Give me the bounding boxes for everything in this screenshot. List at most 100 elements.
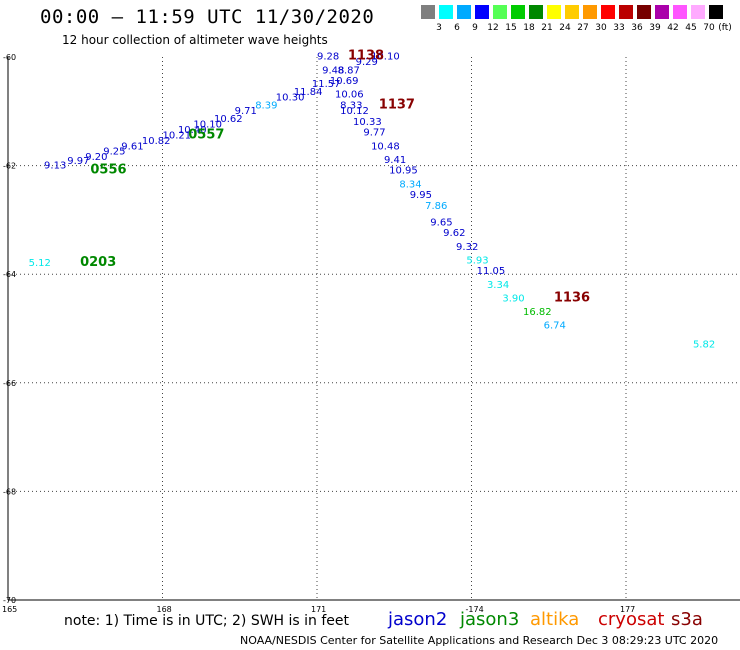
legend-swatch [565,5,579,19]
legend-swatch [655,5,669,19]
legend-swatch [691,5,705,19]
legend-label: 42 [667,23,679,33]
wave-height-value: 5.12 [29,258,51,269]
wave-height-value: 6.74 [544,321,566,332]
wave-height-value: 10.82 [142,136,171,147]
wave-height-value: 3.90 [502,293,524,304]
wave-height-value: 10.62 [214,114,243,125]
satellite-jason3: jason3 [460,609,520,630]
legend-label: 36 [631,23,643,33]
wave-height-value: 7.86 [425,201,447,212]
wave-height-value: 8.34 [399,179,421,190]
wave-height-value: 9.61 [121,141,143,152]
wave-height-value: 8.39 [255,101,277,112]
wave-height-value: 10.10 [193,120,222,131]
footer-note: note: 1) Time is in UTC; 2) SWH is in fe… [64,613,350,629]
wave-height-value: 9.28 [317,52,339,63]
wave-height-value: 10.95 [389,166,418,177]
legend-label: 18 [523,23,535,33]
satellite-jason2: jason2 [388,609,448,630]
legend-label: 24 [559,23,571,33]
legend-swatch [709,5,723,19]
map-title: 00:00 – 11:59 UTC 11/30/2020 [40,6,375,28]
wave-height-value: 16.82 [523,307,552,318]
legend-swatch [457,5,471,19]
lon-tick-label: 165 [2,605,17,614]
lon-tick-label: -174 [466,605,484,614]
lat-tick-label: -64 [3,270,16,279]
pass-time-label: 1138 [348,49,384,64]
wave-height-value: 11.84 [294,87,323,98]
legend-swatch [511,5,525,19]
legend-unit: (ft) [718,23,732,33]
wave-height-value: 9.65 [430,217,452,228]
wave-height-value: 9.25 [103,147,125,158]
wave-height-value: 10.12 [340,106,369,117]
lon-tick-label: 168 [157,605,172,614]
pass-time-label: 0557 [188,127,224,142]
legend-swatch [673,5,687,19]
wave-height-value: 10.21 [163,130,192,141]
wave-height-value: 9.62 [443,228,465,239]
legend-swatch [421,5,435,19]
pass-time-label: 1136 [554,290,590,305]
wave-height-value: 10.10 [371,52,400,63]
legend-label: 70 [703,23,715,33]
map-subtitle: 12 hour collection of altimeter wave hei… [62,33,328,47]
wave-height-value: 8.33 [340,101,362,112]
wave-height-value: 10.40 [178,125,207,136]
pass-time-label: 0556 [90,163,126,178]
wave-height-value: 5.82 [693,340,715,351]
satellite-cryosat: cryosat [598,609,665,630]
wave-height-value: 11.05 [477,266,506,277]
wave-height-value: 8.87 [338,65,360,76]
wave-height-value: 9.77 [363,128,385,139]
legend-label: 9 [472,23,478,33]
wave-height-value: 10.33 [353,117,382,128]
wave-height-value: 9.32 [456,242,478,253]
pass-time-label: 0203 [80,255,116,270]
legend-label: 21 [541,23,553,33]
legend-label: 33 [613,23,625,33]
wave-height-value: 9.97 [67,156,89,167]
footer-credit: NOAA/NESDIS Center for Satellite Applica… [240,634,719,647]
wave-height-value: 10.30 [276,92,305,103]
legend-swatch [601,5,615,19]
legend-label: 12 [487,23,499,33]
wave-height-value: 5.93 [466,255,488,266]
legend-label: 45 [685,23,697,33]
wave-height-value: 3.34 [487,280,509,291]
wave-height-value: 9.41 [384,155,406,166]
lat-tick-label: -66 [3,379,16,388]
wave-height-value: 10.06 [335,90,364,101]
lat-tick-label: -60 [3,53,16,62]
wave-height-value: 9.20 [85,152,107,163]
wave-height-value: 10.69 [330,76,359,87]
legend-swatch [619,5,633,19]
legend-swatch [493,5,507,19]
pass-time-label: 1137 [379,98,415,113]
legend-label: 15 [505,23,517,33]
legend-swatch [583,5,597,19]
wave-height-value: 11.57 [312,79,341,90]
legend-label: 39 [649,23,661,33]
lon-tick-label: 177 [620,605,635,614]
wave-height-value: 9.13 [44,160,66,171]
legend-swatch [439,5,453,19]
lat-tick-label: -70 [3,596,16,605]
satellite-s3a: s3a [671,609,703,630]
wave-height-value: 9.95 [410,190,432,201]
lon-tick-label: 171 [311,605,326,614]
legend-swatch [637,5,651,19]
legend-label: 6 [454,23,460,33]
wave-height-value: 9.71 [235,106,257,117]
legend-swatch [475,5,489,19]
legend-swatch [529,5,543,19]
lat-tick-label: -62 [3,162,16,171]
wave-height-value: 9.29 [356,57,378,68]
wave-height-value: 10.48 [371,141,400,152]
legend-label: 27 [577,23,589,33]
satellite-altika: altika [530,609,580,630]
legend-label: 30 [595,23,607,33]
